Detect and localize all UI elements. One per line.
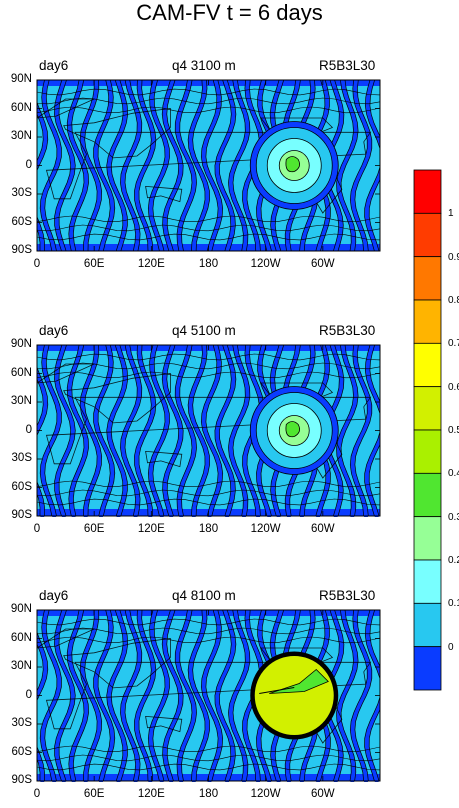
- x-tick-label: 60W: [311, 258, 335, 270]
- x-tick-label: 120W: [250, 258, 281, 270]
- x-tick-label: 0: [33, 258, 41, 270]
- y-tick-label: 90N: [10, 73, 32, 85]
- x-tick-label: 120E: [137, 788, 165, 800]
- panel-left-label: day6: [39, 58, 69, 73]
- x-tick-label: 180: [198, 523, 219, 535]
- y-tick-label: 60S: [11, 480, 32, 493]
- colorbar-label: 0.4: [448, 468, 459, 480]
- y-tick-label: 90S: [11, 509, 32, 521]
- colorbar-swatch: [413, 429, 442, 474]
- y-tick-label: 90N: [10, 338, 32, 350]
- panel-right-label: R5B3L30: [319, 323, 376, 338]
- x-tick-label: 120W: [250, 523, 281, 535]
- colorbar-swatch: [413, 386, 442, 431]
- y-tick-label: 30S: [11, 717, 32, 729]
- y-tick-label: 90S: [11, 244, 32, 256]
- colorbar-swatch: [413, 516, 442, 561]
- colorbar-swatch: [413, 212, 442, 258]
- colorbar-label: 0.1: [448, 598, 459, 610]
- main-title: CAM-FV t = 6 days: [136, 0, 323, 25]
- colorbar-swatch: [413, 472, 442, 518]
- y-tick-label: 0: [25, 158, 32, 171]
- colorbar-label: 0.7: [448, 338, 459, 350]
- colorbar-label: 1: [448, 208, 454, 220]
- x-tick-label: 60E: [83, 788, 105, 800]
- panel-right-label: R5B3L30: [319, 588, 376, 603]
- panel-center-label: q4 3100 m: [172, 58, 236, 73]
- colorbar-swatch: [413, 602, 442, 648]
- panel-right-label: R5B3L30: [319, 58, 376, 73]
- x-tick-label: 120E: [137, 258, 165, 270]
- y-tick-label: 30N: [10, 395, 32, 407]
- x-tick-label: 120W: [250, 788, 281, 800]
- colorbar-label: 0.3: [448, 511, 459, 523]
- y-tick-label: 30S: [11, 187, 32, 199]
- x-tick-label: 0: [33, 523, 41, 535]
- colorbar-swatch: [413, 299, 442, 344]
- y-tick-label: 30S: [11, 452, 32, 464]
- colorbar-swatch: [413, 646, 442, 691]
- filament-bands: [37, 610, 380, 782]
- colorbar-swatch: [413, 256, 442, 301]
- y-tick-label: 90S: [11, 774, 32, 786]
- filament-bands: [37, 80, 380, 251]
- x-tick-label: 60E: [83, 523, 105, 535]
- y-tick-label: 0: [25, 688, 32, 701]
- y-tick-label: 60S: [11, 215, 32, 228]
- colorbar-swatch: [413, 169, 442, 214]
- colorbar-label: 0.8: [448, 295, 459, 306]
- map-panel-2: [37, 345, 380, 517]
- panel-left-label: day6: [39, 588, 69, 603]
- panel-center-label: q4 8100 m: [172, 588, 236, 603]
- colorbar-label: 0.6: [448, 381, 459, 393]
- panel-left-label: day6: [39, 323, 69, 338]
- panel-center-label: q4 5100 m: [172, 323, 236, 338]
- colorbar-swatch: [413, 559, 442, 604]
- tracer-blob: [249, 386, 339, 475]
- colorbar: [413, 169, 442, 691]
- y-tick-label: 30N: [10, 660, 32, 672]
- colorbar-label: 0.2: [448, 555, 459, 566]
- colorbar-label: 0: [448, 641, 454, 653]
- y-tick-label: 60N: [10, 631, 32, 644]
- y-tick-label: 60N: [10, 101, 32, 114]
- colorbar-swatch: [413, 342, 442, 388]
- y-tick-label: 0: [25, 423, 32, 436]
- x-tick-label: 120E: [137, 523, 165, 535]
- colorbar-label: 0.9: [448, 251, 459, 263]
- y-tick-label: 60N: [10, 366, 32, 379]
- x-tick-label: 60W: [311, 523, 335, 535]
- x-tick-label: 60E: [83, 258, 105, 270]
- x-tick-label: 180: [198, 258, 219, 270]
- tracer-blob: [250, 651, 339, 740]
- map-panel-1: [37, 80, 380, 251]
- y-tick-label: 30N: [10, 130, 32, 142]
- x-tick-label: 0: [33, 788, 41, 800]
- tracer-blob: [249, 121, 339, 210]
- colorbar-label: 0.5: [448, 425, 459, 436]
- x-tick-label: 180: [198, 788, 219, 800]
- map-panel-3: [37, 610, 380, 782]
- y-tick-label: 90N: [10, 603, 32, 615]
- y-tick-label: 60S: [11, 745, 32, 758]
- x-tick-label: 60W: [311, 788, 335, 800]
